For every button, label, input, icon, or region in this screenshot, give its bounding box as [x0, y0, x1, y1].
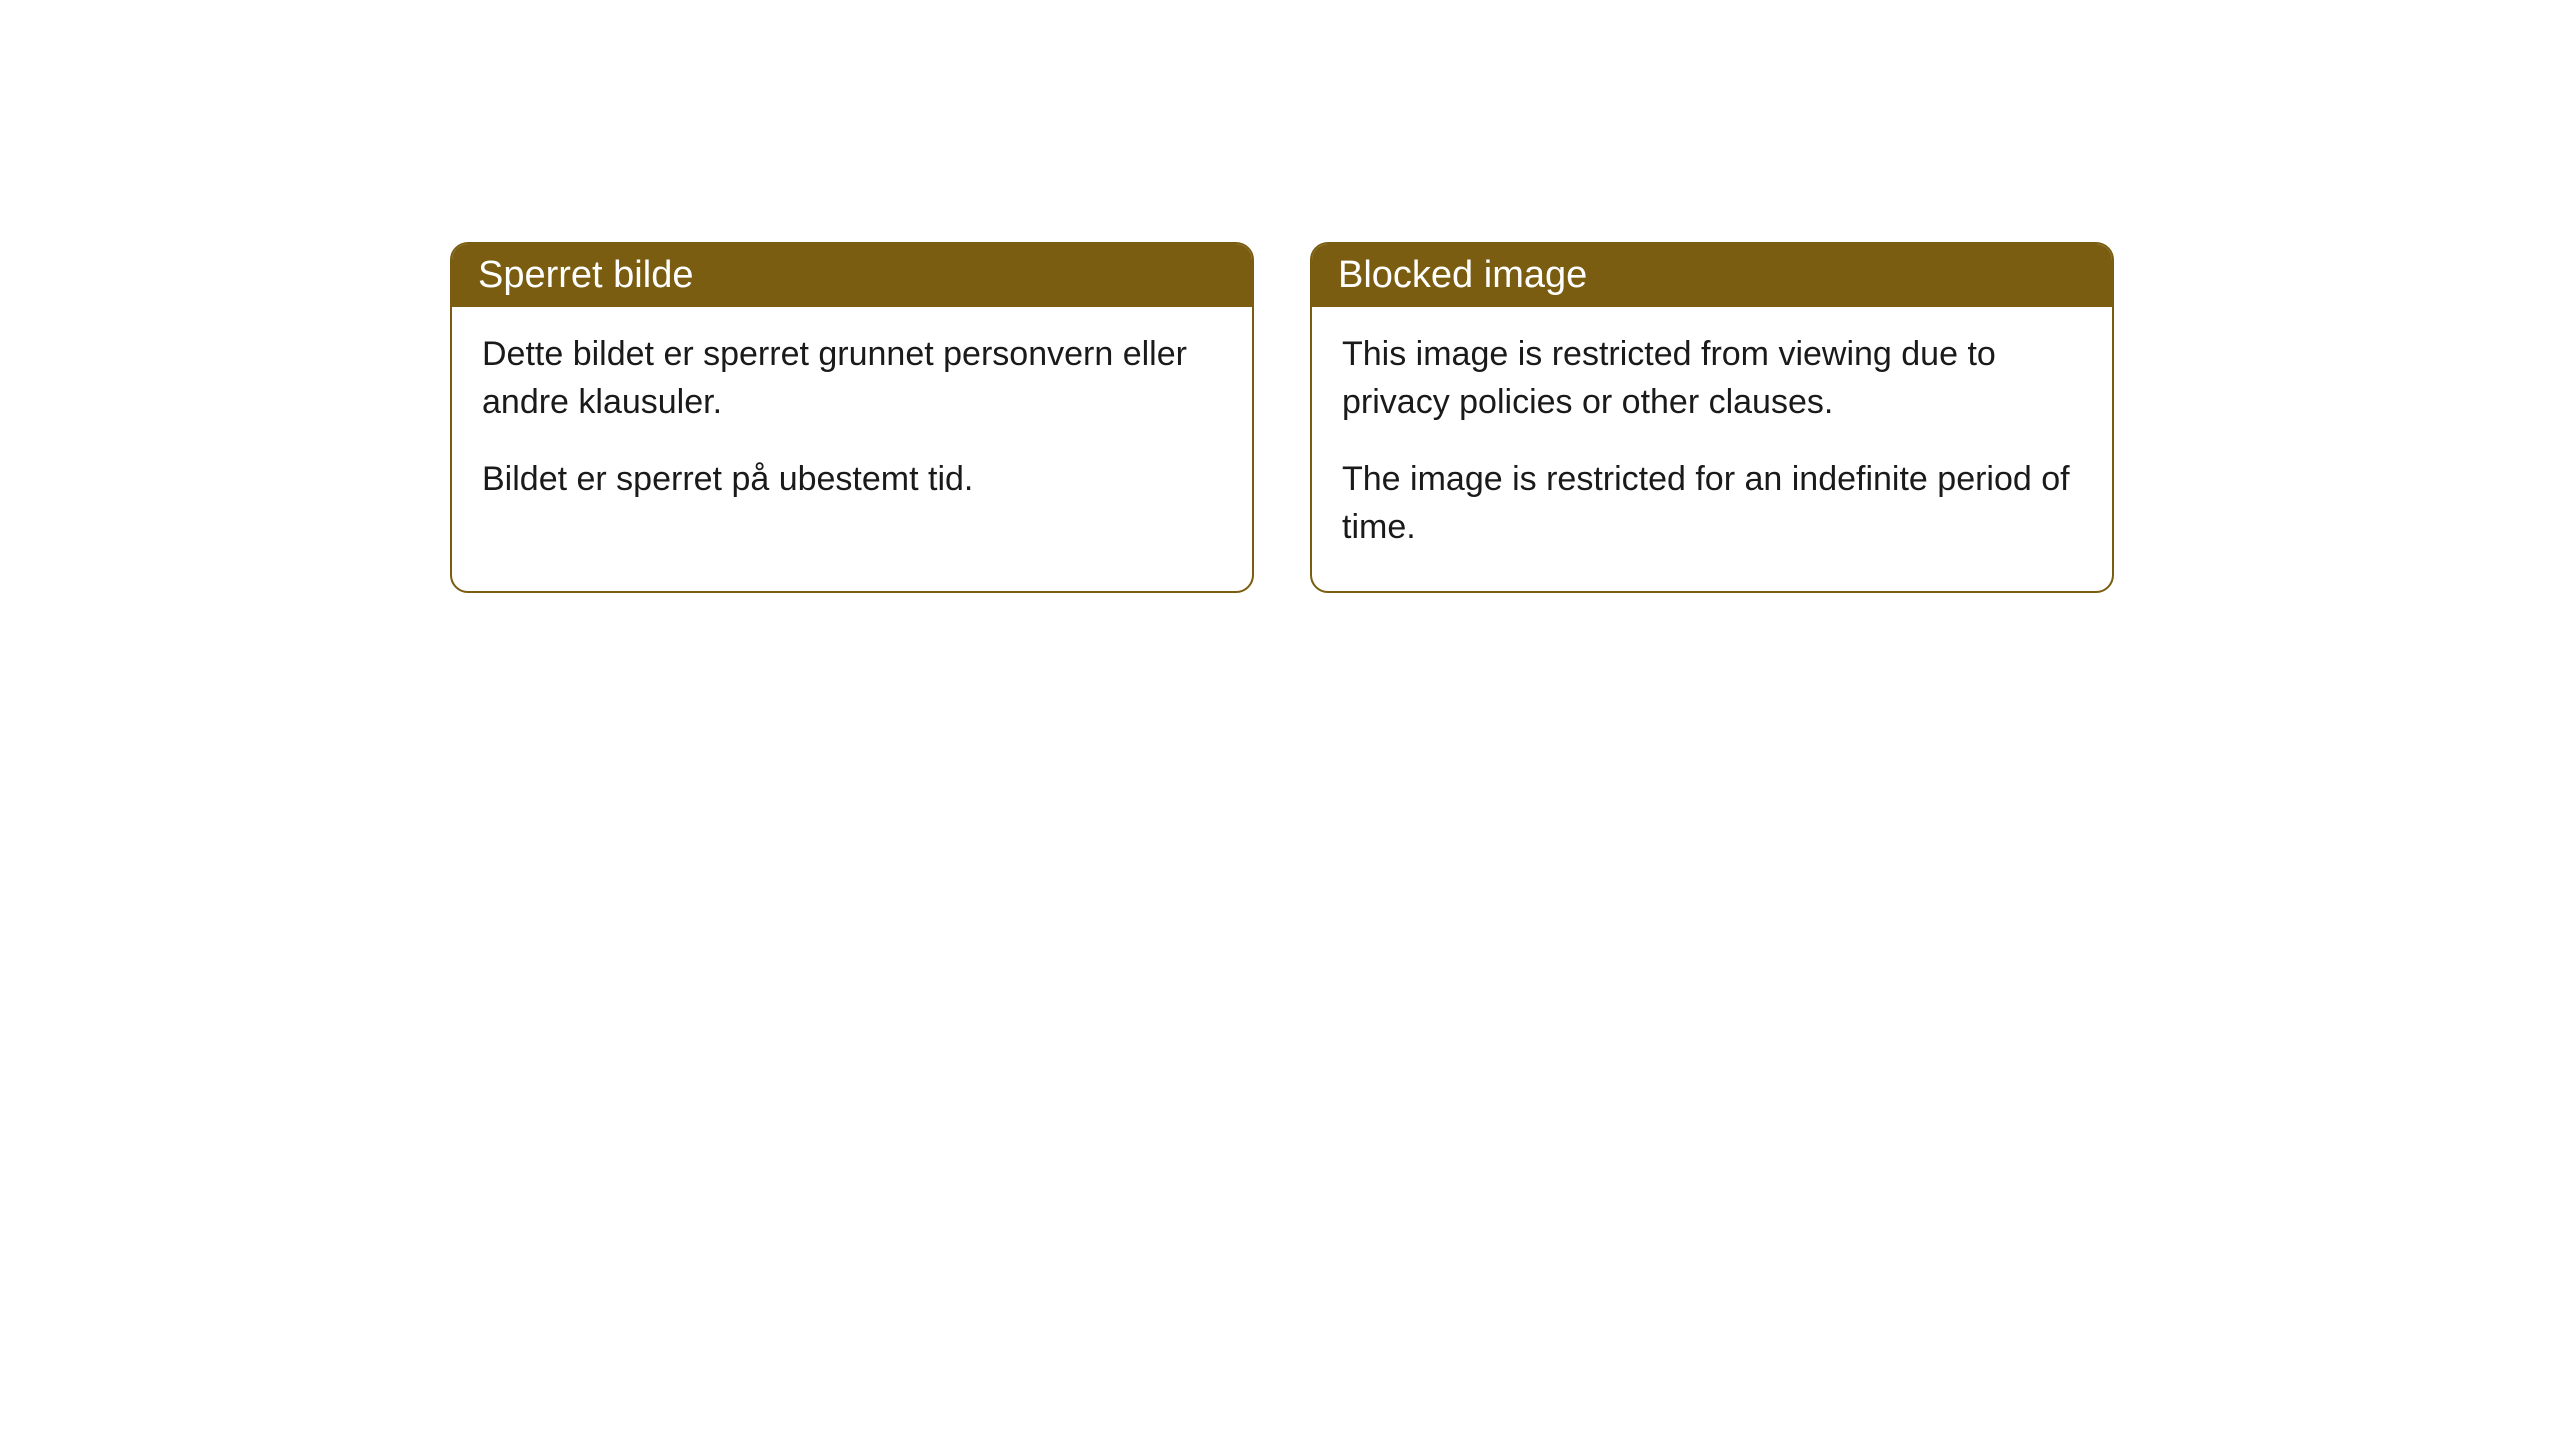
card-body: Dette bildet er sperret grunnet personve… — [452, 307, 1252, 544]
card-header: Blocked image — [1312, 244, 2112, 307]
notice-card-norwegian: Sperret bilde Dette bildet er sperret gr… — [450, 242, 1254, 593]
card-paragraph-1: Dette bildet er sperret grunnet personve… — [482, 331, 1222, 426]
notice-card-english: Blocked image This image is restricted f… — [1310, 242, 2114, 593]
card-title: Blocked image — [1338, 254, 1587, 296]
card-paragraph-1: This image is restricted from viewing du… — [1342, 331, 2082, 426]
card-title: Sperret bilde — [478, 254, 693, 296]
card-paragraph-2: The image is restricted for an indefinit… — [1342, 456, 2082, 551]
notice-cards-container: Sperret bilde Dette bildet er sperret gr… — [450, 242, 2114, 593]
card-body: This image is restricted from viewing du… — [1312, 307, 2112, 591]
card-paragraph-2: Bildet er sperret på ubestemt tid. — [482, 456, 1222, 504]
card-header: Sperret bilde — [452, 244, 1252, 307]
